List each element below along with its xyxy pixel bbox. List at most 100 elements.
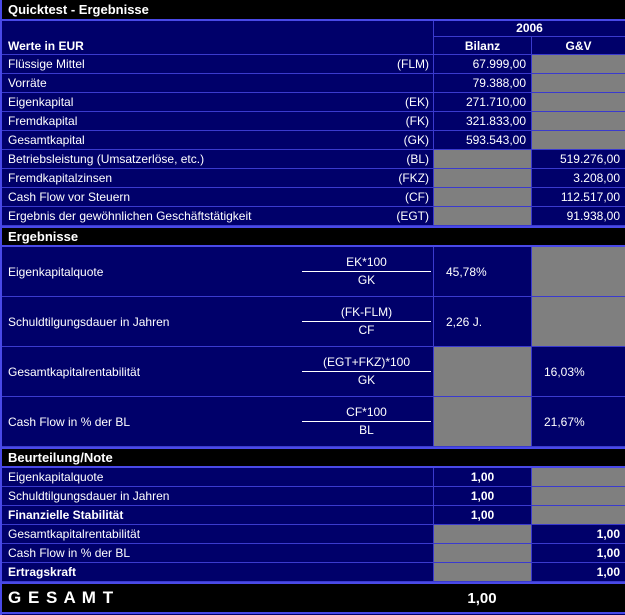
bilanz-cell[interactable]	[433, 188, 531, 206]
row-label: Schuldtilgungsdauer in Jahren	[8, 314, 170, 329]
gv-cell[interactable]: 519.276,00	[531, 150, 625, 168]
gv-note-cell[interactable]	[531, 487, 625, 505]
row-label: Ertragskraft	[8, 565, 77, 579]
table-row: Betriebsleistung (Umsatzerlöse, etc.) (B…	[2, 150, 625, 169]
gv-note-cell[interactable]: 1,00	[531, 544, 625, 562]
gv-cell[interactable]	[531, 93, 625, 111]
col-header-bilanz: Bilanz	[433, 37, 531, 54]
row-label: Eigenkapitalquote	[8, 264, 104, 279]
formula-cell: (EGT+FKZ)*100 GK	[300, 347, 433, 396]
column-header-row: Werte in EUR Bilanz G&V	[2, 37, 625, 55]
bilanz-cell[interactable]	[433, 347, 531, 396]
ergebnisse-section: Eigenkapitalquote EK*100 GK 45,78% Schul…	[2, 247, 625, 447]
gv-cell[interactable]	[531, 131, 625, 149]
bilanz-cell[interactable]: 271.710,00	[433, 93, 531, 111]
row-label: Betriebsleistung (Umsatzerlöse, etc.)	[8, 152, 205, 166]
table-row: Gesamtkapital (GK) 593.543,00	[2, 131, 625, 150]
gesamt-value: 1,00	[467, 589, 497, 607]
row-label: Fremdkapital	[8, 114, 78, 128]
formula-denominator: CF	[358, 323, 375, 337]
row-label: Vorräte	[8, 76, 47, 90]
gv-cell[interactable]: 21,67%	[531, 397, 625, 446]
formula-denominator: GK	[357, 373, 376, 387]
gv-cell[interactable]	[531, 297, 625, 346]
gv-cell[interactable]	[531, 55, 625, 73]
table-row: Eigenkapital (EK) 271.710,00	[2, 93, 625, 112]
formula-numerator: CF*100	[346, 405, 387, 419]
table-row: Ergebnis der gewöhnlichen Geschäftstätig…	[2, 207, 625, 226]
gesamt-label: G E S A M T	[8, 588, 115, 607]
row-label: Finanzielle Stabilität	[8, 508, 124, 522]
bilanz-note-cell[interactable]: 1,00	[433, 506, 531, 524]
row-code: (GK)	[403, 133, 429, 147]
table-row: Cash Flow vor Steuern (CF) 112.517,00	[2, 188, 625, 207]
gv-cell[interactable]	[531, 74, 625, 92]
row-label: Schuldtilgungsdauer in Jahren	[8, 489, 170, 503]
beurteilung-section: Eigenkapitalquote 1,00 Schuldtilgungsdau…	[2, 468, 625, 582]
year-spacer	[2, 21, 433, 37]
bilanz-note-cell[interactable]: 1,00	[433, 468, 531, 486]
bilanz-note-cell[interactable]	[433, 563, 531, 581]
gv-note-cell[interactable]: 1,00	[531, 525, 625, 543]
note-row: Eigenkapitalquote 1,00	[2, 468, 625, 487]
gv-cell[interactable]	[531, 112, 625, 130]
year-header-row: 2006	[2, 21, 625, 37]
row-code: (FLM)	[397, 57, 429, 71]
ergebnisse-heading-band: Ergebnisse	[2, 226, 625, 247]
beurteilung-heading-band: Beurteilung/Note	[2, 447, 625, 468]
row-label: Fremdkapitalzinsen	[8, 171, 113, 185]
ratio-row: Gesamtkapitalrentabilität (EGT+FKZ)*100 …	[2, 347, 625, 397]
row-label: Cash Flow in % der BL	[8, 546, 131, 560]
gesamt-band: G E S A M T 1,00	[2, 582, 625, 614]
formula-cell: CF*100 BL	[300, 397, 433, 446]
row-label: Gesamtkapitalrentabilität	[8, 527, 141, 541]
gv-cell[interactable]: 3.208,00	[531, 169, 625, 187]
bilanz-cell[interactable]: 79.388,00	[433, 74, 531, 92]
bilanz-cell[interactable]: 593.543,00	[433, 131, 531, 149]
bilanz-note-cell[interactable]	[433, 525, 531, 543]
gv-note-cell[interactable]: 1,00	[531, 563, 625, 581]
row-spacer	[300, 506, 433, 524]
ratio-row: Schuldtilgungsdauer in Jahren (FK-FLM) C…	[2, 297, 625, 347]
bilanz-cell[interactable]	[433, 397, 531, 446]
bilanz-note-cell[interactable]	[433, 544, 531, 562]
bilanz-cell[interactable]	[433, 169, 531, 187]
bilanz-cell[interactable]: 67.999,00	[433, 55, 531, 73]
col-header-gv: G&V	[531, 37, 625, 54]
formula-numerator: (FK-FLM)	[340, 305, 393, 319]
section-heading: Beurteilung/Note	[8, 450, 113, 465]
title-band: Quicktest - Ergebnisse	[2, 0, 625, 21]
row-code: (EK)	[405, 95, 429, 109]
ratio-row: Cash Flow in % der BL CF*100 BL 21,67%	[2, 397, 625, 447]
bilanz-cell[interactable]	[433, 150, 531, 168]
fraction-line	[302, 271, 431, 272]
year-label: 2006	[433, 21, 625, 37]
section-heading: Ergebnisse	[8, 229, 79, 244]
gv-cell[interactable]: 112.517,00	[531, 188, 625, 206]
note-row: Gesamtkapitalrentabilität 1,00	[2, 525, 625, 544]
row-spacer	[300, 544, 433, 562]
formula-cell: (FK-FLM) CF	[300, 297, 433, 346]
bilanz-cell[interactable]: 321.833,00	[433, 112, 531, 130]
row-spacer	[300, 468, 433, 486]
bilanz-cell[interactable]: 45,78%	[433, 247, 531, 296]
formula-denominator: GK	[357, 273, 376, 287]
page-title: Quicktest - Ergebnisse	[8, 2, 149, 17]
gv-cell[interactable]: 91.938,00	[531, 207, 625, 225]
gv-cell[interactable]	[531, 247, 625, 296]
note-row: Schuldtilgungsdauer in Jahren 1,00	[2, 487, 625, 506]
row-code	[300, 74, 433, 92]
formula-numerator: EK*100	[346, 255, 387, 269]
gv-note-cell[interactable]	[531, 506, 625, 524]
table-row: Flüssige Mittel (FLM) 67.999,00	[2, 55, 625, 74]
bilanz-note-cell[interactable]: 1,00	[433, 487, 531, 505]
note-row: Cash Flow in % der BL 1,00	[2, 544, 625, 563]
bilanz-cell[interactable]: 2,26 J.	[433, 297, 531, 346]
row-label: Gesamtkapital	[8, 133, 85, 147]
gv-cell[interactable]: 16,03%	[531, 347, 625, 396]
row-label: Eigenkapital	[8, 95, 74, 109]
gv-note-cell[interactable]	[531, 468, 625, 486]
bilanz-cell[interactable]	[433, 207, 531, 225]
table-row: Fremdkapital (FK) 321.833,00	[2, 112, 625, 131]
row-code: (BL)	[406, 152, 429, 166]
